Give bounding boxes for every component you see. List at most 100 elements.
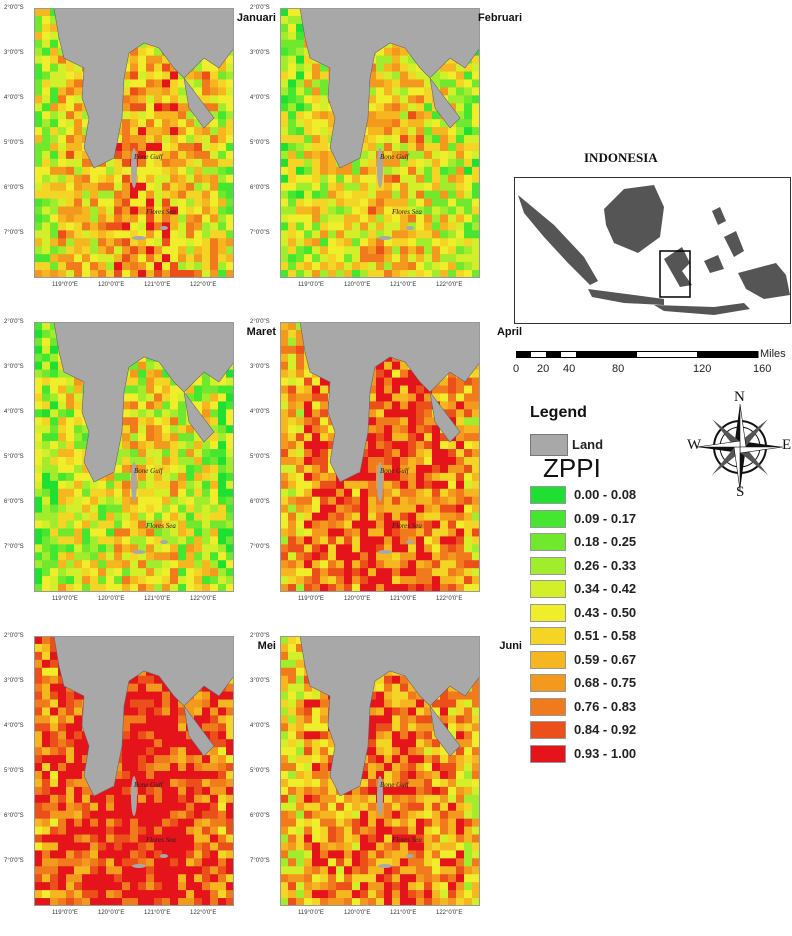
lat-tick: 2°0'0"S [4, 633, 24, 639]
legend-range: 0.51 - 0.58 [574, 628, 636, 643]
land-label: Land [572, 437, 603, 452]
legend-range: 0.43 - 0.50 [574, 605, 636, 620]
zppi-map [34, 636, 234, 906]
bone-gulf-label: Bone Gulf [134, 467, 163, 475]
legend-range: 0.26 - 0.33 [574, 558, 636, 573]
lat-tick: 6°0'0"S [250, 813, 270, 819]
lat-tick: 5°0'0"S [4, 454, 24, 460]
flores-sea-label: Flores Sea [146, 522, 176, 530]
zppi-map [280, 322, 480, 592]
lon-tick: 119°0'0"E [52, 910, 78, 919]
legend-range: 0.93 - 1.00 [574, 746, 636, 761]
legend-swatch [530, 674, 566, 692]
lat-tick: 2°0'0"S [250, 5, 270, 11]
month-label: Juni [499, 640, 522, 652]
legend-range: 0.59 - 0.67 [574, 652, 636, 667]
lat-tick: 3°0'0"S [250, 50, 270, 56]
indonesia-inset-map [514, 177, 791, 324]
compass-n: N [734, 389, 745, 406]
lat-tick: 4°0'0"S [250, 95, 270, 101]
scale-unit: Miles [760, 348, 786, 360]
lat-tick: 7°0'0"S [250, 858, 270, 864]
month-label: April [497, 326, 522, 338]
lat-tick: 3°0'0"S [4, 50, 24, 56]
legend-swatch [530, 604, 566, 622]
lon-tick: 122°0'0"E [436, 910, 462, 919]
lat-tick: 4°0'0"S [4, 95, 24, 101]
flores-sea-label: Flores Sea [392, 208, 422, 216]
map-panel-februari: Februari Bone Gulf Flores Sea [280, 8, 530, 308]
lat-tick: 5°0'0"S [4, 768, 24, 774]
scale-tick: 80 [612, 363, 624, 375]
lon-tick: 119°0'0"E [298, 910, 324, 919]
lat-tick: 5°0'0"S [250, 454, 270, 460]
legend-swatch [530, 557, 566, 575]
zppi-map [34, 322, 234, 592]
month-label: Januari [237, 12, 276, 24]
zppi-map [34, 8, 234, 278]
legend-range: 0.00 - 0.08 [574, 487, 636, 502]
compass-icon [690, 392, 790, 498]
lat-tick: 6°0'0"S [4, 185, 24, 191]
month-label: Februari [478, 12, 522, 24]
bone-gulf-label: Bone Gulf [380, 153, 409, 161]
month-label: Mei [258, 640, 276, 652]
lat-tick: 6°0'0"S [250, 185, 270, 191]
legend-swatch [530, 698, 566, 716]
lat-tick: 3°0'0"S [250, 678, 270, 684]
index-name: ZPPI [543, 453, 601, 484]
lon-tick: 120°0'0"E [344, 910, 370, 919]
lat-tick: 3°0'0"S [4, 678, 24, 684]
scale-tick: 160 [753, 363, 771, 375]
compass-w: W [687, 437, 701, 454]
lat-tick: 4°0'0"S [4, 409, 24, 415]
legend-range: 0.68 - 0.75 [574, 675, 636, 690]
lat-tick: 3°0'0"S [4, 364, 24, 370]
legend-range: 0.76 - 0.83 [574, 699, 636, 714]
lat-tick: 6°0'0"S [250, 499, 270, 505]
lat-tick: 5°0'0"S [250, 140, 270, 146]
flores-sea-label: Flores Sea [146, 208, 176, 216]
legend-swatch [530, 580, 566, 598]
lat-tick: 5°0'0"S [250, 768, 270, 774]
zppi-map [280, 8, 480, 278]
lon-tick: 121°0'0"E [390, 910, 416, 919]
map-panel-mei: Mei Bone Gulf Flores Sea [34, 636, 284, 936]
lat-tick: 5°0'0"S [4, 140, 24, 146]
legend-swatch [530, 721, 566, 739]
lat-tick: 6°0'0"S [4, 499, 24, 505]
flores-sea-label: Flores Sea [392, 522, 422, 530]
scale-tick: 40 [563, 363, 575, 375]
lat-tick: 2°0'0"S [4, 319, 24, 325]
bone-gulf-label: Bone Gulf [380, 467, 409, 475]
legend-range: 0.18 - 0.25 [574, 534, 636, 549]
lat-tick: 6°0'0"S [4, 813, 24, 819]
lat-tick: 2°0'0"S [4, 5, 24, 11]
compass-s: S [736, 484, 744, 501]
lat-tick: 7°0'0"S [4, 230, 24, 236]
scale-bar [516, 351, 760, 359]
legend-swatch [530, 651, 566, 669]
lat-tick: 2°0'0"S [250, 633, 270, 639]
map-panel-april: April Bone Gulf Flores Sea [280, 322, 530, 622]
lat-tick: 7°0'0"S [250, 544, 270, 550]
bone-gulf-label: Bone Gulf [134, 781, 163, 789]
legend-range: 0.09 - 0.17 [574, 511, 636, 526]
scale-tick: 120 [693, 363, 711, 375]
lat-tick: 7°0'0"S [4, 858, 24, 864]
lat-tick: 4°0'0"S [4, 723, 24, 729]
lat-tick: 4°0'0"S [250, 409, 270, 415]
flores-sea-label: Flores Sea [146, 836, 176, 844]
lat-tick: 3°0'0"S [250, 364, 270, 370]
inset-title: INDONESIA [584, 150, 658, 166]
legend-swatch [530, 533, 566, 551]
legend-swatch [530, 510, 566, 528]
scale-tick: 0 [513, 363, 519, 375]
lon-tick: 122°0'0"E [190, 910, 216, 919]
zppi-map [280, 636, 480, 906]
lat-tick: 7°0'0"S [4, 544, 24, 550]
legend-swatch [530, 745, 566, 763]
